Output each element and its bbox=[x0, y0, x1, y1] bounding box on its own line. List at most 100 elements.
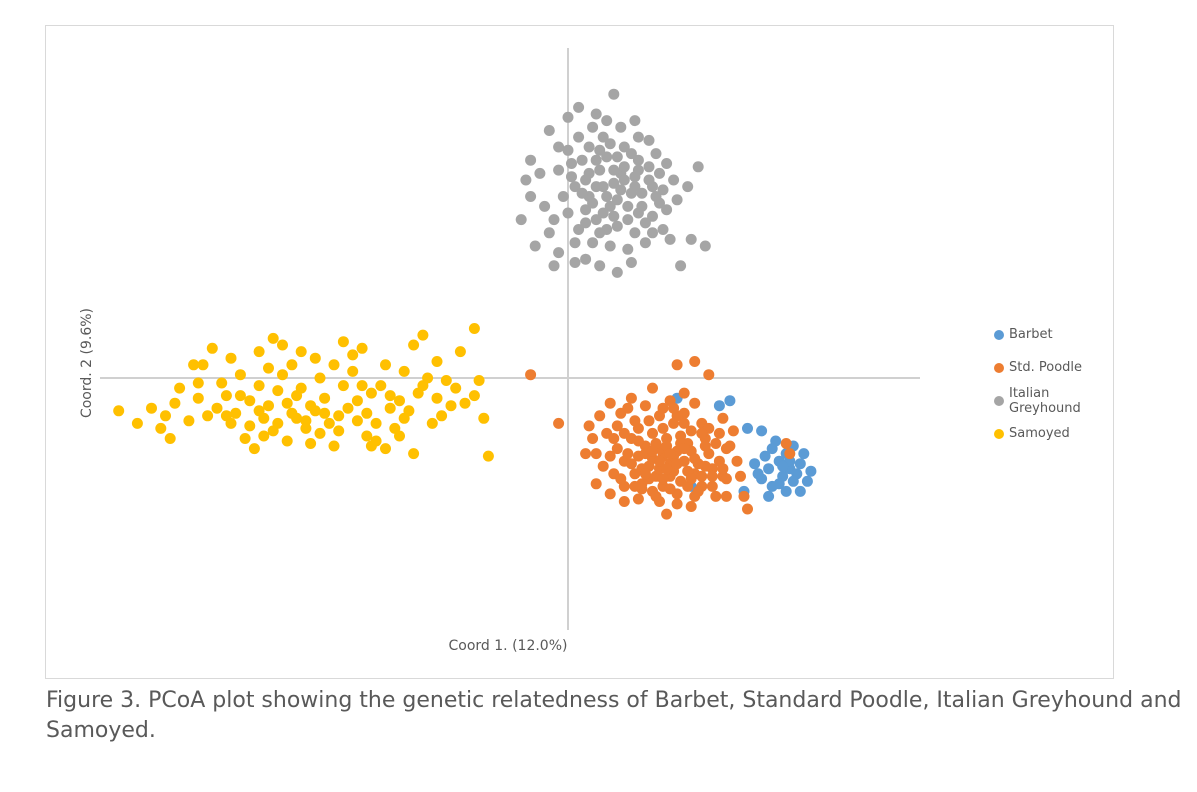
point-italian-greyhound-49 bbox=[657, 184, 669, 196]
chart-area: Coord 1. (12.0%) Coord. 2 (9.6%) Barbet S… bbox=[45, 25, 1114, 679]
point-samoyed-20 bbox=[286, 359, 298, 371]
point-italian-greyhound-89 bbox=[529, 240, 541, 252]
point-std-poodle-134 bbox=[671, 458, 683, 470]
point-std-poodle-105 bbox=[720, 443, 732, 455]
point-barbet-20 bbox=[713, 400, 725, 412]
point-barbet-19 bbox=[742, 422, 753, 434]
point-std-poodle-99 bbox=[692, 485, 704, 497]
point-italian-greyhound-44 bbox=[562, 207, 574, 219]
point-italian-greyhound-12 bbox=[664, 233, 676, 245]
point-std-poodle-107 bbox=[710, 490, 722, 502]
point-italian-greyhound-34 bbox=[566, 158, 577, 169]
point-italian-greyhound-43 bbox=[573, 224, 585, 235]
point-barbet-18 bbox=[756, 425, 768, 437]
point-samoyed-3 bbox=[155, 422, 167, 434]
point-std-poodle-132 bbox=[699, 460, 711, 472]
point-barbet-21 bbox=[724, 395, 736, 407]
point-barbet-13 bbox=[749, 458, 761, 470]
point-std-poodle-114 bbox=[625, 458, 637, 470]
point-italian-greyhound-18 bbox=[594, 260, 606, 272]
point-italian-greyhound-38 bbox=[632, 154, 644, 166]
legend-label: Barbet bbox=[1009, 327, 1053, 342]
point-samoyed-31 bbox=[361, 407, 373, 419]
point-samoyed-94 bbox=[356, 342, 368, 354]
point-barbet-4 bbox=[763, 463, 775, 475]
point-samoyed-38 bbox=[417, 329, 429, 341]
point-barbet-31 bbox=[777, 460, 789, 472]
point-italian-greyhound-62 bbox=[604, 240, 616, 252]
point-samoyed-23 bbox=[305, 438, 317, 449]
point-samoyed-84 bbox=[244, 420, 256, 432]
point-std-poodle-128 bbox=[639, 468, 651, 480]
point-italian-greyhound-7 bbox=[682, 181, 694, 193]
point-italian-greyhound-63 bbox=[622, 243, 634, 255]
point-samoyed-68 bbox=[394, 430, 405, 442]
point-std-poodle-72 bbox=[671, 498, 683, 510]
point-std-poodle-102 bbox=[678, 417, 690, 429]
point-barbet-16 bbox=[794, 485, 806, 497]
point-barbet-17 bbox=[805, 465, 817, 477]
point-italian-greyhound-93 bbox=[583, 167, 595, 179]
point-std-poodle-2 bbox=[590, 448, 602, 460]
point-italian-greyhound-87 bbox=[569, 237, 581, 249]
point-std-poodle-81 bbox=[611, 420, 623, 432]
point-italian-greyhound-71 bbox=[573, 131, 585, 143]
point-samoyed-27 bbox=[328, 359, 340, 371]
point-samoyed-14 bbox=[248, 443, 260, 455]
point-std-poodle-95 bbox=[643, 415, 655, 427]
point-std-poodle-25 bbox=[713, 427, 725, 439]
point-samoyed-12 bbox=[230, 407, 242, 419]
scatter-plot: Coord 1. (12.0%) Coord. 2 (9.6%) bbox=[79, 48, 920, 654]
point-italian-greyhound-75 bbox=[611, 194, 623, 206]
point-samoyed-2 bbox=[146, 402, 157, 414]
point-samoyed-37 bbox=[408, 339, 420, 351]
point-italian-greyhound-91 bbox=[615, 184, 627, 196]
point-italian-greyhound-97 bbox=[594, 227, 606, 239]
point-std-poodle-131 bbox=[647, 445, 658, 457]
point-samoyed-13 bbox=[239, 433, 251, 444]
point-samoyed-6 bbox=[174, 382, 186, 394]
point-italian-greyhound-64 bbox=[639, 237, 651, 249]
point-italian-greyhound-101 bbox=[562, 144, 574, 156]
point-italian-greyhound-3 bbox=[587, 121, 599, 133]
point-italian-greyhound-41 bbox=[604, 200, 616, 212]
point-samoyed-28 bbox=[337, 336, 349, 348]
point-italian-greyhound-25 bbox=[539, 200, 551, 212]
point-italian-greyhound-51 bbox=[601, 151, 613, 163]
point-samoyed-29 bbox=[347, 349, 359, 361]
point-italian-greyhound-17 bbox=[611, 266, 623, 278]
point-samoyed-82 bbox=[295, 346, 307, 358]
point-italian-greyhound-95 bbox=[622, 214, 634, 226]
point-std-poodle-6 bbox=[671, 359, 683, 371]
point-samoyed-52 bbox=[365, 387, 377, 399]
point-std-poodle-69 bbox=[604, 488, 616, 500]
point-samoyed-107 bbox=[220, 410, 232, 422]
point-std-poodle-76 bbox=[727, 425, 739, 437]
legend-item-std-poodle: Std. Poodle bbox=[994, 351, 1113, 384]
point-italian-greyhound-61 bbox=[587, 237, 599, 249]
point-std-poodle-15 bbox=[661, 508, 673, 520]
point-std-poodle-97 bbox=[632, 435, 644, 447]
point-std-poodle-121 bbox=[650, 490, 662, 502]
point-samoyed-51 bbox=[384, 402, 396, 414]
legend-label: Italian Greyhound bbox=[1009, 385, 1081, 416]
point-std-poodle-127 bbox=[685, 473, 697, 485]
point-samoyed-91 bbox=[361, 430, 373, 442]
point-italian-greyhound-24 bbox=[515, 214, 527, 226]
point-samoyed-69 bbox=[408, 448, 420, 460]
point-samoyed-60 bbox=[234, 369, 246, 381]
point-std-poodle-103 bbox=[615, 473, 627, 485]
point-samoyed-90 bbox=[328, 440, 340, 452]
point-samoyed-92 bbox=[347, 365, 359, 377]
legend-label: Samoyed bbox=[1009, 426, 1070, 441]
point-samoyed-56 bbox=[272, 385, 284, 397]
point-samoyed-102 bbox=[417, 380, 429, 392]
x-axis-title: Coord 1. (12.0%) bbox=[449, 638, 568, 654]
point-italian-greyhound-42 bbox=[590, 214, 602, 226]
point-samoyed-85 bbox=[211, 402, 223, 414]
point-std-poodle-115 bbox=[706, 470, 718, 482]
point-std-poodle-4 bbox=[625, 392, 637, 404]
point-italian-greyhound-6 bbox=[692, 161, 704, 173]
point-italian-greyhound-65 bbox=[534, 167, 546, 179]
point-samoyed-44 bbox=[459, 397, 471, 409]
